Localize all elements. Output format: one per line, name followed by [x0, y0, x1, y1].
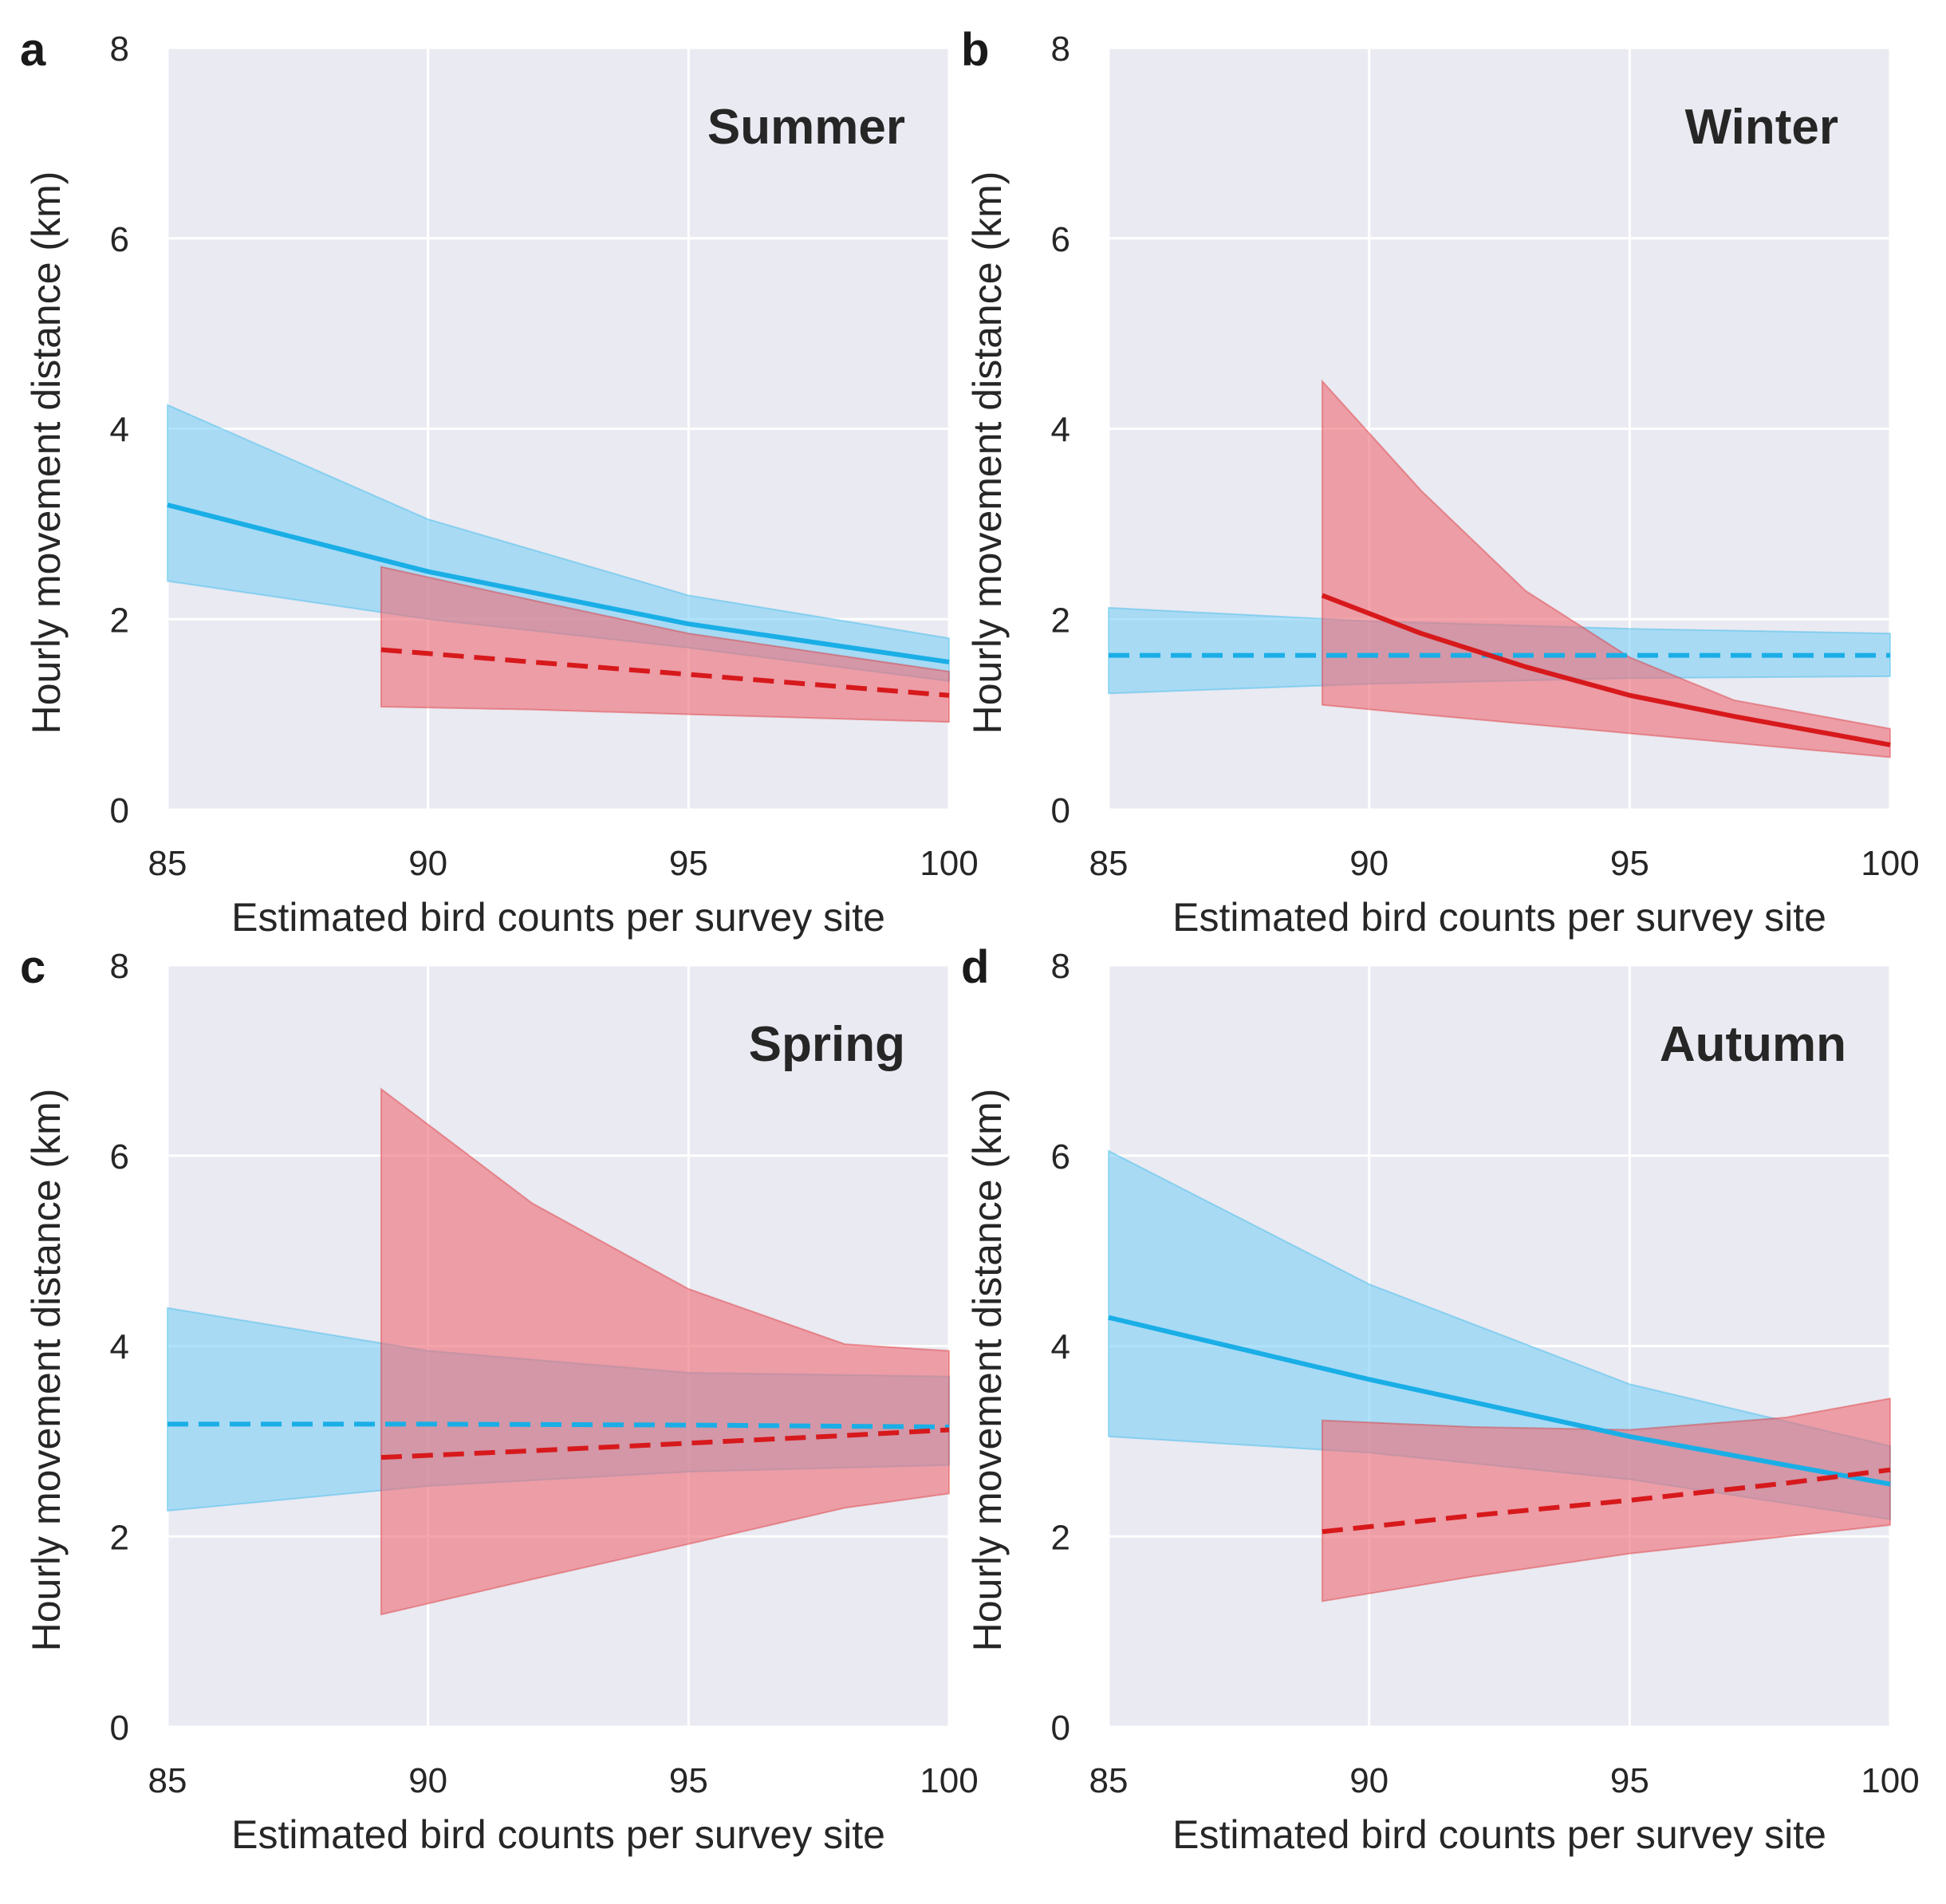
panel-letter: c: [20, 941, 45, 993]
y-tick-label: 2: [1051, 1518, 1070, 1557]
y-tick-label: 4: [1051, 1328, 1070, 1367]
season-title: Spring: [749, 1017, 905, 1072]
y-tick-label: 2: [110, 1518, 129, 1557]
confidence-band-red: [380, 1087, 950, 1616]
y-axis-label: Hourly movement distance (km): [24, 1089, 69, 1652]
y-tick-label: 8: [1051, 947, 1070, 986]
y-tick-label: 2: [1051, 601, 1070, 640]
x-tick-label: 85: [1089, 1761, 1129, 1800]
y-tick-label: 0: [1051, 1709, 1070, 1748]
fit-line-red: [1322, 1467, 1891, 1535]
y-tick-label: 6: [110, 220, 129, 259]
x-tick-label: 95: [669, 844, 708, 883]
x-tick-label: 90: [408, 844, 447, 883]
confidence-band-red: [1321, 379, 1891, 759]
y-tick-label: 6: [1051, 220, 1070, 259]
season-title: Winter: [1685, 100, 1838, 155]
x-axis-label: Estimated bird counts per survey site: [231, 1812, 885, 1857]
y-tick-label: 8: [110, 947, 129, 986]
fit-line-blue: [1108, 1315, 1891, 1487]
y-tick-label: 0: [110, 1709, 129, 1748]
y-tick-label: 0: [1051, 791, 1070, 830]
x-tick-label: 100: [920, 844, 978, 883]
x-tick-label: 95: [669, 1761, 708, 1800]
y-tick-label: 2: [110, 601, 129, 640]
x-axis-label: Estimated bird counts per survey site: [231, 895, 885, 940]
x-tick-label: 85: [1089, 844, 1129, 883]
y-tick-label: 4: [110, 411, 129, 450]
y-tick-label: 4: [110, 1328, 129, 1367]
y-tick-label: 4: [1051, 411, 1070, 450]
x-tick-label: 95: [1610, 1761, 1649, 1800]
fit-line-blue: [167, 1421, 950, 1429]
y-tick-label: 6: [110, 1137, 129, 1177]
x-tick-label: 100: [1861, 844, 1919, 883]
fit-line-red: [1321, 593, 1891, 747]
y-tick-label: 0: [110, 791, 129, 830]
y-axis-label: Hourly movement distance (km): [24, 171, 69, 735]
panel-d: 85 90 95 100 0 2 4 6 8 Estimated bird counts per …: [961, 941, 1920, 1857]
x-tick-label: 95: [1610, 844, 1649, 883]
confidence-band-red: [1321, 1397, 1891, 1602]
panel-c: 85 90 95 100 0 2 4 6 8 Estimated bird counts per …: [20, 941, 979, 1857]
x-tick-label: 85: [148, 1761, 187, 1800]
y-tick-label: 6: [1051, 1137, 1070, 1177]
y-axis-label: Hourly movement distance (km): [965, 1089, 1010, 1652]
fit-line-red: [380, 1427, 950, 1461]
x-tick-label: 90: [408, 1761, 447, 1800]
fit-line-red: [380, 647, 950, 698]
y-axis-label: Hourly movement distance (km): [965, 171, 1010, 735]
x-tick-label: 90: [1349, 1761, 1389, 1800]
x-tick-label: 85: [148, 844, 187, 883]
fit-line-blue: [167, 503, 950, 664]
x-axis-label: Estimated bird counts per survey site: [1172, 1812, 1826, 1857]
season-title: Summer: [707, 100, 905, 155]
panel-letter: d: [961, 941, 989, 993]
x-axis-label: Estimated bird counts per survey site: [1172, 895, 1826, 940]
x-tick-label: 100: [920, 1761, 978, 1800]
panel-a: 85 90 95 100 0 2 4 6 8 Estimated bird counts per …: [20, 24, 979, 940]
panel-b: 85 90 95 100 0 2 4 6 8 Estimated bird counts per …: [961, 24, 1920, 940]
x-tick-label: 90: [1349, 844, 1389, 883]
y-tick-label: 8: [1051, 30, 1070, 69]
panel-letter: a: [20, 24, 46, 76]
panel-letter: b: [961, 24, 989, 76]
y-tick-label: 8: [110, 30, 129, 69]
confidence-band-red: [380, 566, 950, 723]
season-title: Autumn: [1660, 1017, 1846, 1072]
x-tick-label: 100: [1861, 1761, 1919, 1800]
